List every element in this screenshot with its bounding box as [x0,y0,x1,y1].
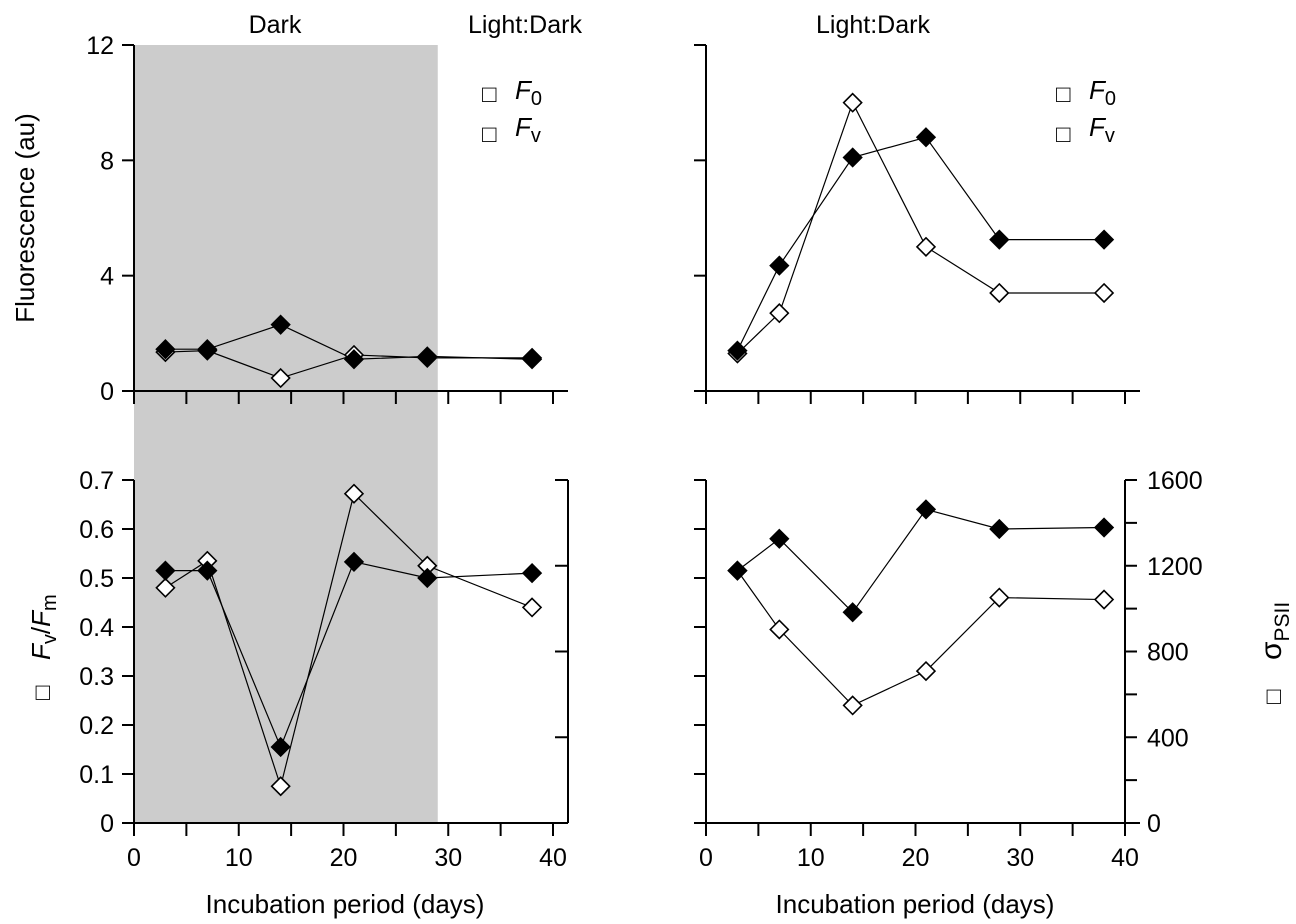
legend-f0-label: F0 [1089,75,1116,110]
open-diamond-marker [769,619,790,640]
y-tick-label: 12 [86,32,114,60]
series-line-FvFm [165,492,533,789]
dark-period-rect [134,45,438,823]
y2-tick-label: 800 [1147,639,1189,667]
open-diamond-marker [915,660,937,682]
filled-diamond-marker [989,518,1010,540]
open-diamond-marker [989,587,1010,608]
y-tick-label: 0.4 [79,614,114,642]
filled-diamond-marker [727,560,748,581]
x-tick-label: 30 [1006,844,1034,872]
open-diamond-marker [915,236,937,257]
filled-diamond-marker [155,339,176,360]
series-line-Fv [736,136,1105,351]
x-tick-label: 40 [539,844,567,872]
legend-fv-label: Fv [515,112,541,147]
x-tick-label: 20 [902,844,930,872]
filled-diamond-marker [197,339,218,360]
legend-fv-symbol: □ [482,121,497,148]
legend-top-right: □ F0 □ Fv [1056,75,1116,148]
header-light-dark-left: Light:Dark [468,11,582,39]
filled-diamond-marker [989,229,1010,250]
fvfm-label: Fv/Fm [26,594,61,660]
legend-fv-label: Fv [1089,112,1115,147]
filled-diamond-marker [197,560,218,581]
filled-diamond-marker [769,528,790,549]
open-diamond-marker [155,577,176,598]
y-tick-label: 0.5 [79,565,114,593]
filled-diamond-marker [417,346,438,367]
open-diamond-marker [270,367,291,389]
legend-f0-symbol: □ [482,81,497,108]
filled-diamond-marker [727,340,748,361]
series-line-F0 [737,101,1105,354]
y-tick-label: 8 [100,147,114,175]
x-axis-label-left: Incubation period (days) [206,889,485,919]
x-tick-label: 10 [797,844,825,872]
x-tick-label: 0 [127,844,141,872]
open-diamond-marker [343,483,365,504]
y-tick-label: 0.1 [79,761,114,789]
sigma-label: σPSII [1255,602,1294,660]
legend-fv-symbol: □ [1056,121,1071,148]
y-tick-label: 0.6 [79,516,114,544]
open-diamond-marker [1093,589,1115,610]
legend-top-left: □ F0 □ Fv [482,75,542,148]
y2-tick-label: 0 [1147,810,1161,838]
sigma-symbol: □ [1260,689,1287,704]
open-diamond-marker [521,597,543,618]
filled-diamond-marker [343,551,365,572]
filled-diamond-marker [270,736,291,758]
y2-tick-label: 1200 [1147,553,1203,581]
series-markers-layer [155,92,1115,797]
y-axis-label-fvfm: □ Fv/Fm [26,594,61,700]
filled-diamond-marker [521,562,543,584]
open-diamond-marker [989,282,1010,304]
open-diamond-marker [270,776,291,797]
series-line-FvFm [736,570,1105,707]
y-tick-label: 0 [100,378,114,406]
y-tick-label: 0.7 [79,467,114,495]
y2-axis-label-sigma-psii: □ σPSII [1255,602,1294,704]
y2-tick-label: 400 [1147,724,1189,752]
filled-diamond-marker [915,127,937,148]
legend-f0-symbol: □ [1056,81,1071,108]
filled-diamond-marker [769,255,790,276]
y-axis-label-fluorescence: Fluorescence (au) [10,113,40,323]
filled-diamond-marker [842,602,863,623]
y-tick-label: 0 [100,810,114,838]
filled-diamond-marker [842,147,863,168]
open-diamond-marker [842,92,863,113]
legend-f0-label: F0 [515,75,542,110]
open-diamond-marker [769,303,790,324]
y-tick-label: 4 [100,263,114,291]
y2-tick-label: 1600 [1147,467,1203,495]
filled-diamond-marker [1093,229,1115,250]
dark-period-shading [134,45,438,823]
x-tick-label: 40 [1111,844,1139,872]
filled-diamond-marker [521,349,543,370]
open-diamond-marker [1093,282,1115,304]
filled-diamond-marker [343,349,365,370]
header-light-dark-right: Light:Dark [816,11,930,39]
open-diamond-marker [842,695,863,716]
axes-layer [122,44,1140,836]
filled-diamond-marker [1093,517,1115,538]
x-tick-label: 10 [225,844,253,872]
x-tick-label: 20 [330,844,358,872]
filled-diamond-marker [270,314,291,335]
fvfm-symbol: □ [29,685,56,700]
header-dark: Dark [249,11,302,39]
x-axis-label-right: Incubation period (days) [776,889,1055,919]
x-tick-label: 0 [699,844,713,872]
series-line-PSII [737,508,1105,614]
filled-diamond-marker [417,567,438,589]
y-tick-label: 0.2 [79,712,114,740]
x-tick-label: 30 [434,844,462,872]
filled-diamond-marker [155,560,176,581]
y-tick-label: 0.3 [79,663,114,691]
filled-diamond-marker [915,499,937,520]
